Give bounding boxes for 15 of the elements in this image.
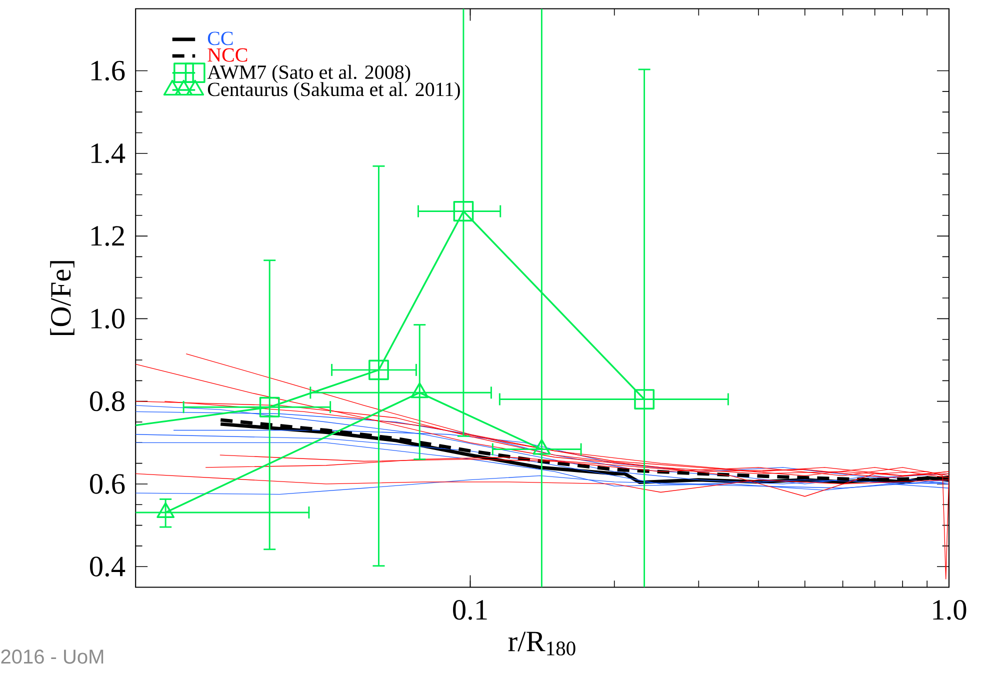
legend-label: CC: [208, 32, 233, 46]
y-tick-label: 0.6: [90, 474, 125, 494]
legend-label: AWM7 (Sato et al. 2008): [207, 64, 410, 84]
y-tick-label: 1.4: [91, 144, 126, 164]
y-axis-title: [O/Fe]: [50, 261, 74, 335]
legend-label: Centaurus (Sakuma et al. 2011): [208, 82, 460, 100]
y-tick-label: 0.8: [90, 391, 124, 412]
text: 2016 - UoM: [1, 650, 104, 664]
x-tick-label: 0.1: [453, 600, 487, 620]
y-tick-label: 1.6: [91, 60, 125, 81]
y-tick-label: 0.4: [90, 556, 126, 577]
y-tick-label: 1.2: [91, 226, 124, 246]
x-axis-title: r/R$_{180}$: [508, 632, 576, 656]
legend-label: NCC: [208, 48, 248, 62]
y-tick-label: 1.0: [91, 308, 124, 329]
